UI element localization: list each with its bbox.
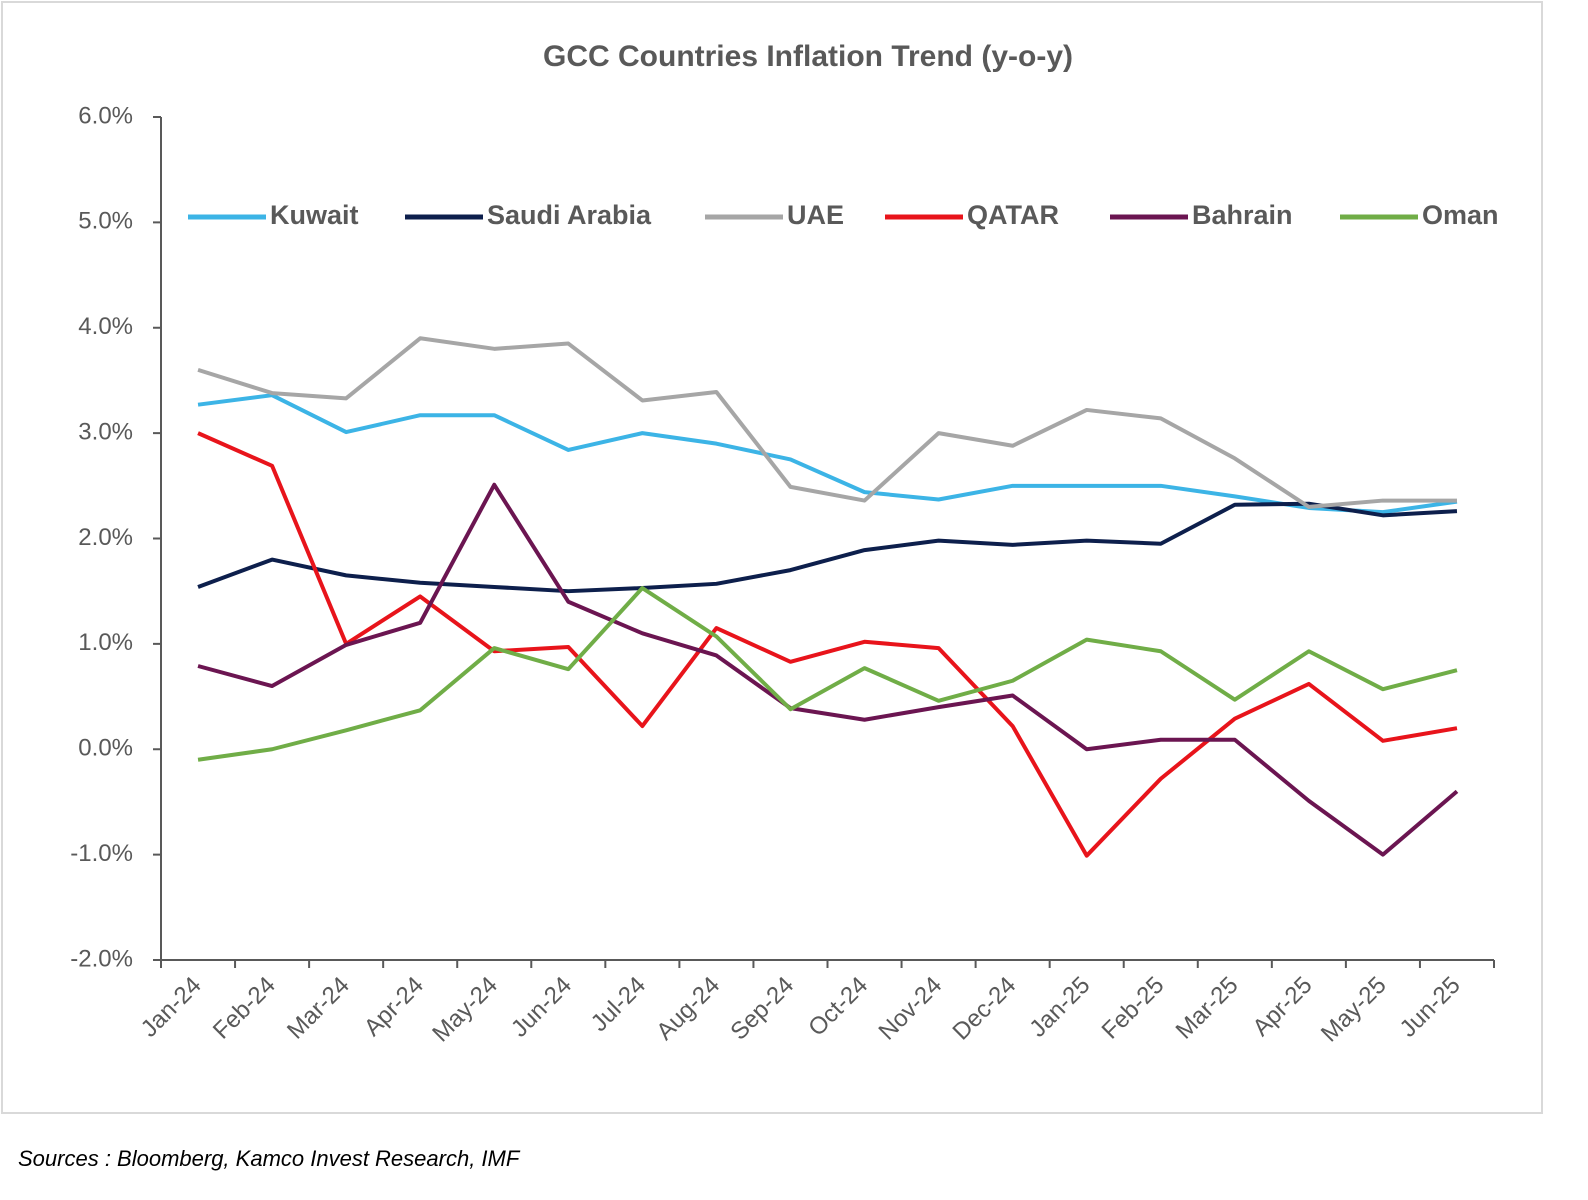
legend-label: QATAR	[967, 200, 1059, 230]
y-tick-label: -2.0%	[70, 945, 133, 972]
legend-label: Kuwait	[270, 200, 359, 230]
legend-label: Saudi Arabia	[487, 200, 652, 230]
series-line	[197, 431, 1458, 858]
y-tick-label: 0.0%	[78, 735, 133, 762]
series-line	[197, 482, 1459, 857]
legend-label: Oman	[1422, 200, 1499, 230]
series-line	[197, 336, 1457, 509]
y-tick-label: 4.0%	[78, 313, 133, 340]
y-tick-label: 1.0%	[78, 629, 133, 656]
y-tick-label: 2.0%	[78, 524, 133, 551]
chart-title: GCC Countries Inflation Trend (y-o-y)	[543, 40, 1073, 73]
y-tick-label: 5.0%	[78, 208, 133, 235]
source-note: Sources : Bloomberg, Kamco Invest Resear…	[18, 1146, 521, 1171]
y-tick-label: 3.0%	[78, 418, 133, 445]
series-line	[197, 586, 1458, 762]
y-tick-label: -1.0%	[70, 840, 133, 867]
y-tick-label: 6.0%	[78, 102, 133, 129]
series-line	[197, 501, 1458, 594]
legend-label: UAE	[787, 200, 844, 230]
legend-label: Bahrain	[1192, 200, 1293, 230]
series-line	[197, 393, 1458, 515]
chart-frame	[1, 1, 1543, 1114]
